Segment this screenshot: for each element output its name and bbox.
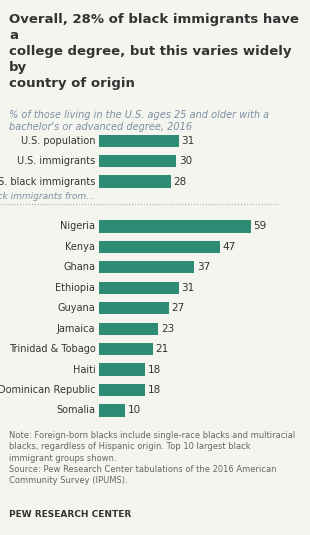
Text: 31: 31 [181,136,195,146]
Bar [99,302,169,315]
Text: Among black immigrants from...: Among black immigrants from... [0,192,95,201]
Text: Haiti: Haiti [73,364,95,374]
Text: 18: 18 [148,364,161,374]
Text: Ethiopia: Ethiopia [55,283,95,293]
Text: Note: Foreign-born blacks include single-race blacks and multiracial
blacks, reg: Note: Foreign-born blacks include single… [9,431,295,485]
Text: U.S. population: U.S. population [21,136,95,146]
Text: 31: 31 [181,283,195,293]
Text: 28: 28 [174,177,187,187]
Text: 47: 47 [223,242,236,252]
Text: Guyana: Guyana [58,303,95,313]
Bar [99,241,220,253]
Bar [99,175,171,188]
Bar [99,281,179,294]
Text: 23: 23 [161,324,174,334]
Text: 59: 59 [253,221,267,232]
Text: 21: 21 [156,344,169,354]
Text: % of those living in the U.S. ages 25 and older with a
bachelor's or advanced de: % of those living in the U.S. ages 25 an… [9,110,269,132]
Text: Nigeria: Nigeria [60,221,95,232]
Text: 37: 37 [197,262,210,272]
Text: Jamaica: Jamaica [57,324,95,334]
Text: Overall, 28% of black immigrants have a
college degree, but this varies widely b: Overall, 28% of black immigrants have a … [9,13,299,90]
Text: U.S. immigrants: U.S. immigrants [17,156,95,166]
Text: 30: 30 [179,156,192,166]
Text: 27: 27 [171,303,184,313]
Text: U.S. black immigrants: U.S. black immigrants [0,177,95,187]
Bar [99,404,125,417]
Text: Ghana: Ghana [63,262,95,272]
Text: 10: 10 [127,406,140,415]
Bar [99,220,251,233]
Bar [99,155,176,167]
Bar [99,384,145,396]
Text: Kenya: Kenya [65,242,95,252]
Text: PEW RESEARCH CENTER: PEW RESEARCH CENTER [9,510,131,519]
Text: Somalia: Somalia [56,406,95,415]
Text: 18: 18 [148,385,161,395]
Bar [99,134,179,147]
Bar [99,323,158,335]
Bar [99,343,153,355]
Bar [99,261,194,273]
Text: Trinidad & Tobago: Trinidad & Tobago [9,344,95,354]
Bar [99,363,145,376]
Text: Dominican Republic: Dominican Republic [0,385,95,395]
